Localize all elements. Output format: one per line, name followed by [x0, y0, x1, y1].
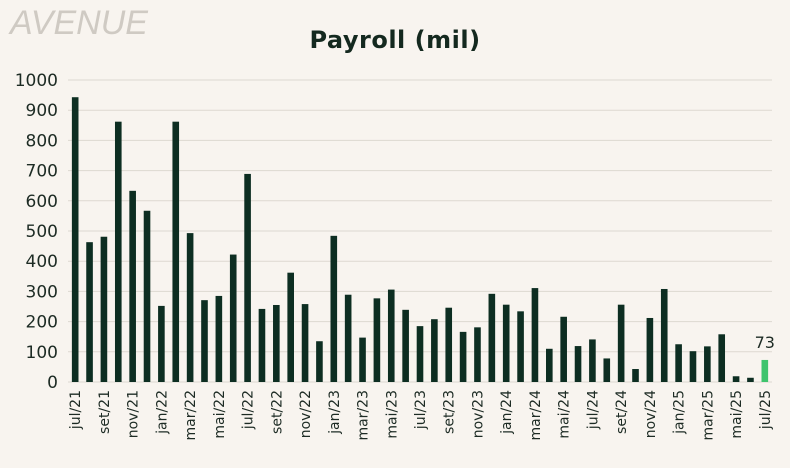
bar [589, 339, 596, 382]
chart-title: Payroll (mil) [309, 26, 481, 54]
x-tick-label: jul/25 [758, 390, 774, 430]
y-tick-label: 200 [26, 313, 58, 333]
y-tick-label: 900 [26, 101, 58, 121]
bar [646, 317, 654, 382]
x-tick-label: mar/22 [183, 390, 199, 441]
y-tick-label: 300 [26, 282, 58, 302]
bar [431, 319, 438, 382]
bar [172, 121, 180, 383]
x-tick-label: nov/24 [643, 390, 659, 438]
bar [215, 295, 223, 382]
bar [100, 236, 108, 382]
y-tick-label: 500 [26, 222, 58, 242]
bar [316, 341, 323, 382]
brand-logo: AVENUE [10, 4, 148, 42]
x-tick-label: set/23 [442, 390, 458, 434]
y-tick-label: 1000 [15, 71, 58, 91]
bar [704, 346, 711, 382]
grid-lines [68, 79, 772, 383]
data-labels: 73 [755, 333, 775, 352]
x-tick-label: mar/25 [700, 390, 716, 441]
bar [86, 242, 93, 382]
x-tick-label: jul/21 [68, 390, 84, 430]
x-tick-label: jul/23 [413, 390, 429, 430]
bar [330, 235, 338, 382]
bar [201, 300, 208, 382]
bar [129, 190, 136, 382]
y-tick-label: 800 [26, 131, 58, 151]
bar [747, 377, 754, 382]
y-tick-label: 100 [26, 343, 58, 363]
bar [301, 304, 309, 382]
bar [632, 369, 639, 382]
bar [244, 173, 251, 382]
bar [273, 304, 280, 382]
bar [344, 294, 352, 382]
bar [675, 344, 682, 382]
bar [373, 298, 381, 382]
bar [359, 337, 366, 382]
y-axis-ticks: 0 100 200 300 400 500 600 700 800 900 1000 [15, 71, 58, 393]
x-tick-label: mai/25 [729, 390, 745, 439]
bar [258, 308, 266, 382]
bar [143, 210, 151, 382]
bars [71, 97, 769, 383]
bar [689, 351, 697, 382]
bar [459, 331, 467, 382]
bar [387, 289, 395, 382]
x-tick-label: set/22 [269, 390, 285, 434]
x-tick-label: jan/24 [499, 390, 515, 435]
x-tick-label: mar/24 [528, 390, 544, 441]
bar [517, 311, 524, 382]
x-axis-ticks: jul/21 set/21 nov/21 jan/22 mar/22 mai/22 jul/… [68, 390, 774, 441]
y-tick-label: 700 [26, 162, 58, 182]
bar [531, 288, 539, 382]
bar [229, 254, 237, 382]
bar [158, 305, 165, 382]
bar [402, 309, 409, 382]
x-tick-label: set/24 [614, 390, 630, 434]
x-tick-label: jan/23 [327, 390, 343, 435]
x-tick-label: mai/23 [384, 390, 400, 439]
x-tick-label: nov/23 [470, 390, 486, 438]
x-tick-label: jul/24 [585, 390, 601, 430]
bar [445, 307, 453, 382]
y-tick-label: 0 [47, 373, 58, 393]
bar [474, 327, 481, 382]
bar [718, 334, 726, 382]
x-tick-label: mai/22 [212, 390, 228, 439]
y-tick-label: 400 [26, 252, 58, 272]
bar [617, 304, 625, 382]
bar [71, 97, 79, 383]
y-tick-label: 600 [26, 192, 58, 212]
bar [186, 233, 194, 382]
bar [761, 359, 769, 382]
bar [488, 293, 496, 382]
x-tick-label: jul/22 [241, 390, 257, 430]
x-tick-label: set/21 [97, 390, 113, 434]
x-tick-label: nov/22 [298, 390, 314, 438]
bar [114, 121, 122, 383]
bar [603, 358, 611, 382]
bar [660, 288, 668, 382]
x-tick-label: jan/22 [154, 390, 170, 435]
bar [287, 272, 294, 382]
data-label: 73 [755, 333, 775, 352]
bar [546, 348, 553, 382]
x-tick-label: mai/24 [557, 390, 573, 439]
x-tick-label: jan/25 [672, 390, 688, 435]
bar [574, 346, 582, 382]
bar [502, 304, 510, 382]
bar [732, 376, 740, 382]
bar [416, 326, 424, 382]
x-tick-label: nov/21 [126, 390, 142, 438]
bar [560, 316, 567, 382]
x-tick-label: mar/23 [356, 390, 372, 441]
